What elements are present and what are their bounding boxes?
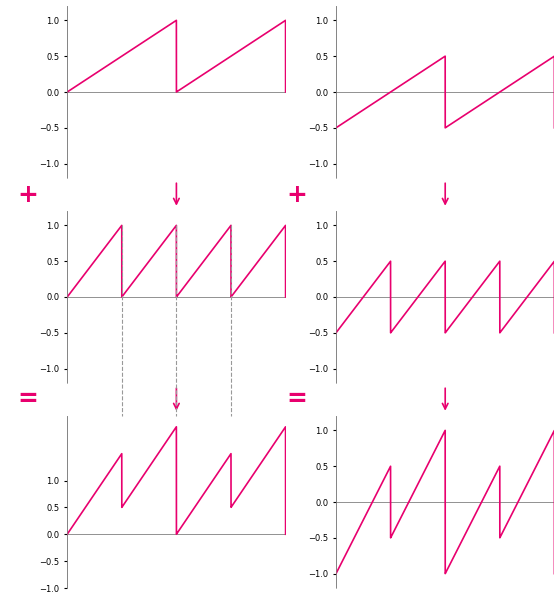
Text: +: + <box>286 182 307 206</box>
Text: +: + <box>17 182 39 206</box>
Text: =: = <box>286 388 307 412</box>
Text: =: = <box>17 388 39 412</box>
